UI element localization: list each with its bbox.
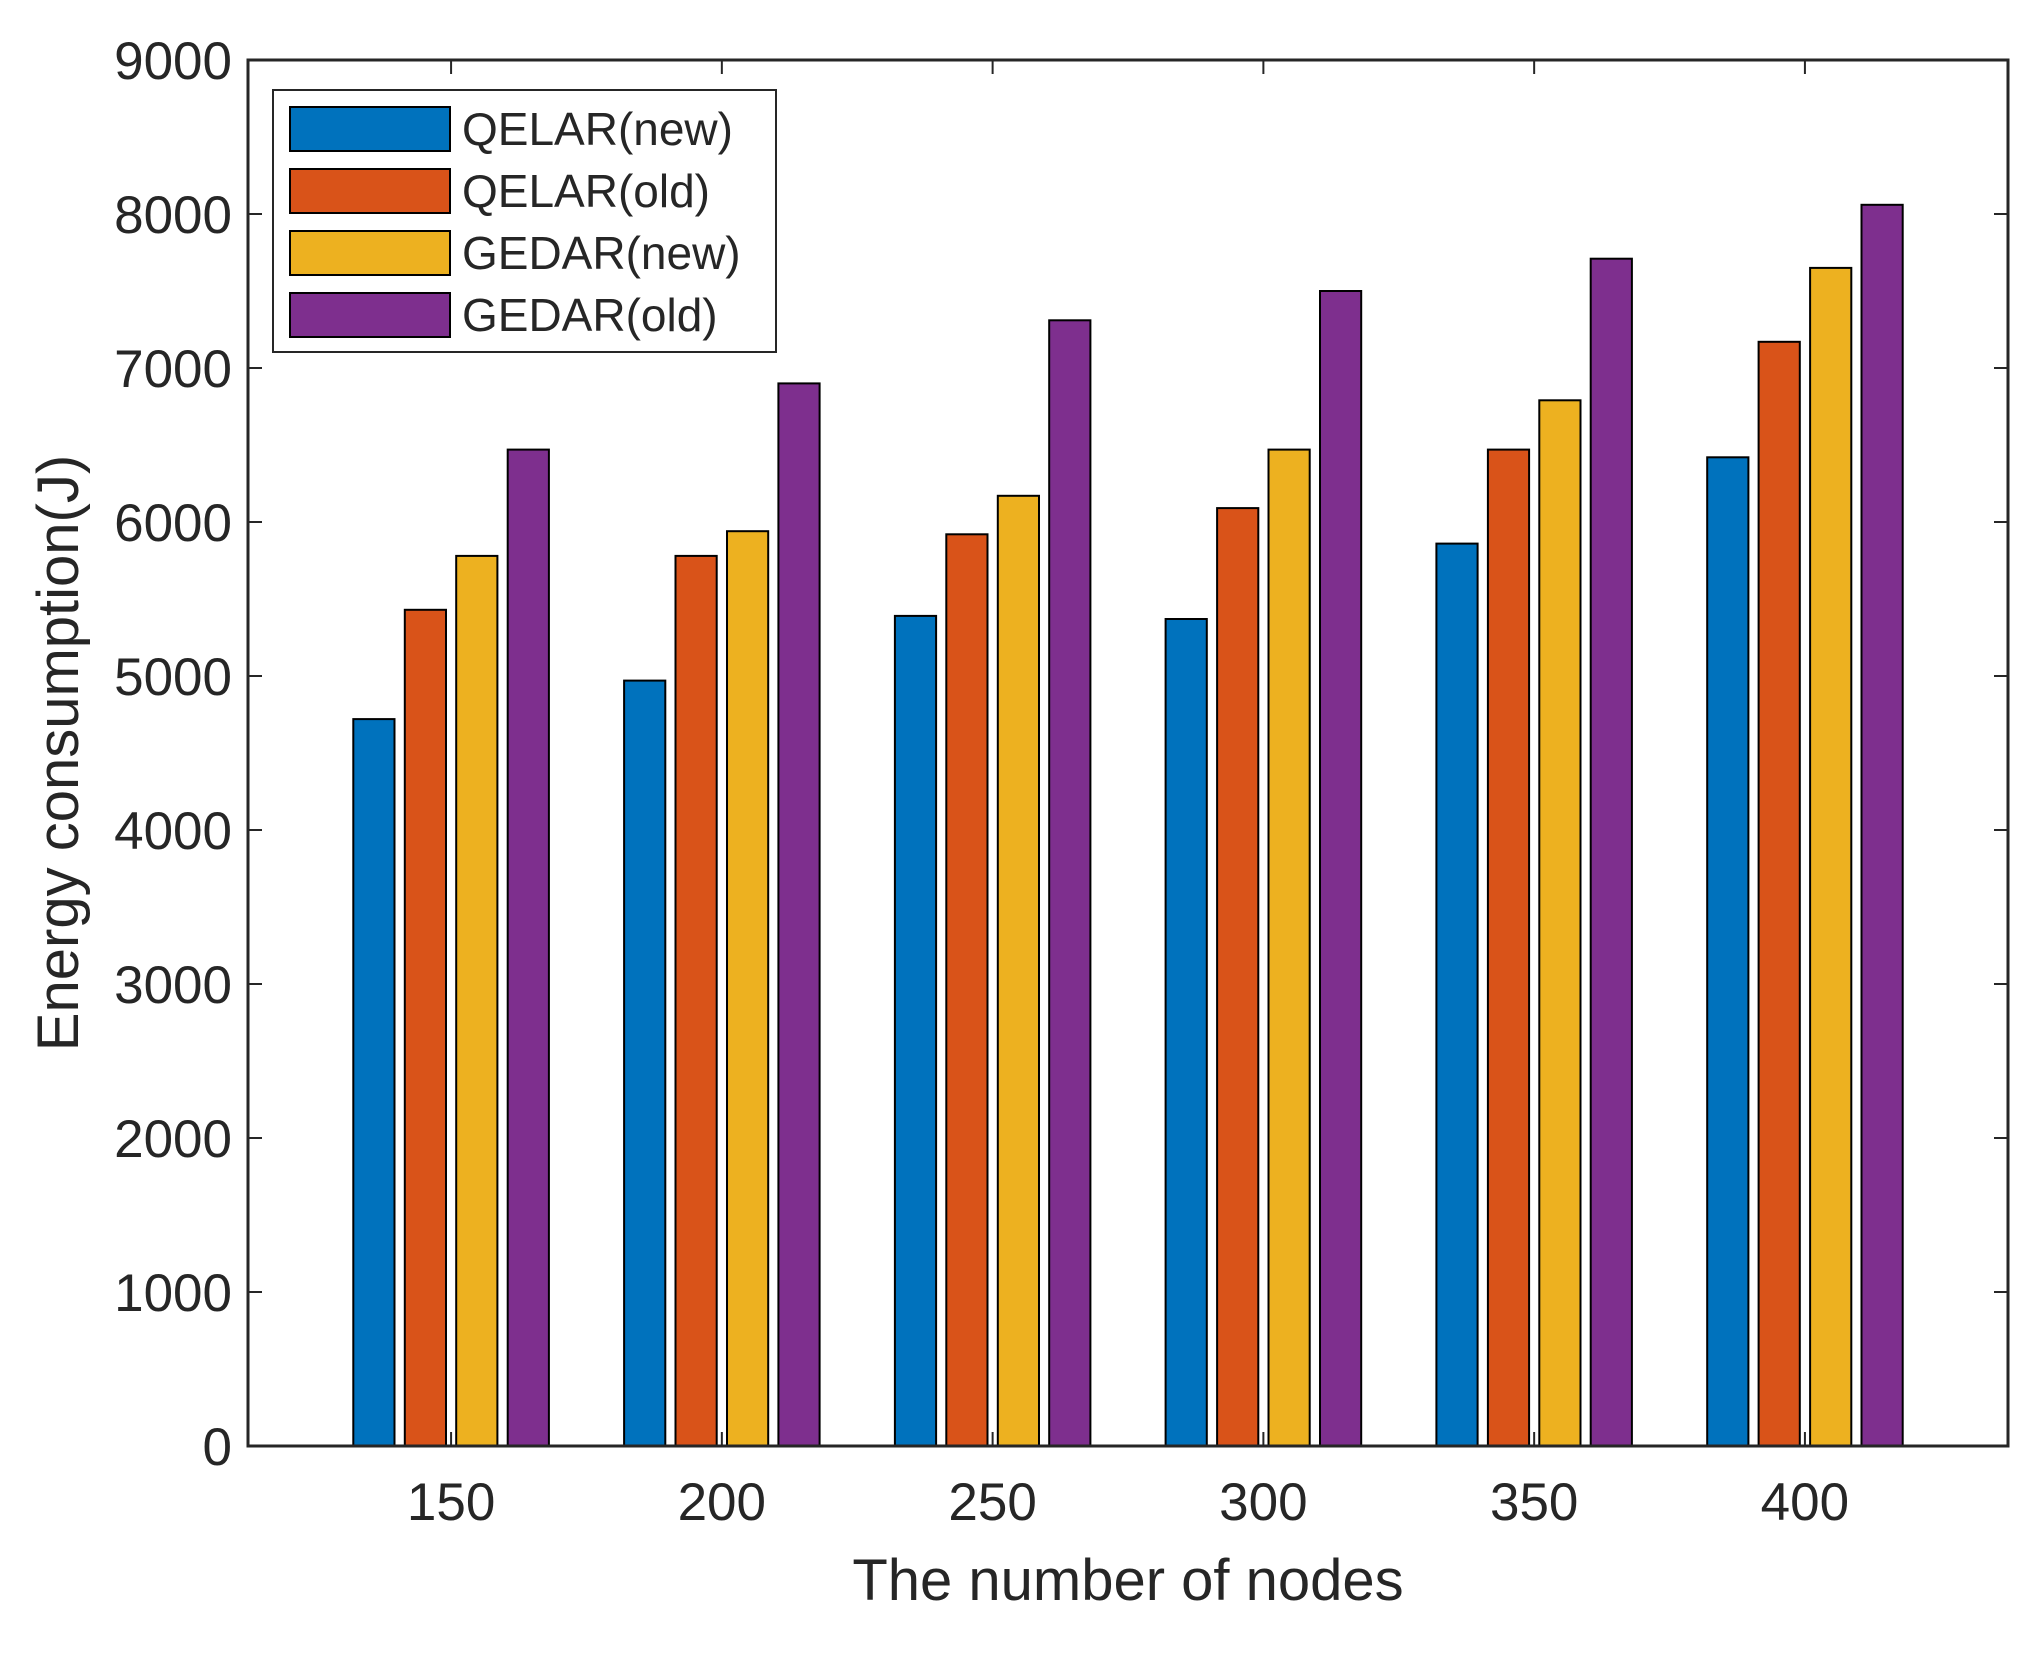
bar-qelar-new-350 [1435,542,1479,1447]
bar-gedar-new-350 [1538,399,1582,1447]
bar-qelar-old-300 [1216,507,1260,1448]
y-tick-label: 7000 [114,340,232,399]
axes-box [246,58,2010,1448]
legend-label: QELAR(new) [462,103,733,155]
bar-gedar-new-150 [455,554,499,1447]
y-tick-label: 2000 [114,1110,232,1169]
y-tick-label: 6000 [114,494,232,553]
x-tick-label: 300 [1219,1473,1307,1532]
legend-label: QELAR(old) [462,165,710,217]
bar-gedar-new-200 [726,530,770,1447]
x-tick-label: 200 [678,1473,766,1532]
legend-swatch [289,106,451,152]
bar-gedar-old-250 [1048,319,1092,1447]
legend-swatch [289,168,451,214]
y-tick-label: 5000 [114,648,232,707]
y-tick-label: 1000 [114,1264,232,1323]
x-tick-label: 350 [1490,1473,1578,1532]
legend-label: GEDAR(new) [462,227,741,279]
bar-qelar-old-250 [945,533,989,1447]
y-tick-label: 3000 [114,956,232,1015]
bar-gedar-new-250 [996,494,1040,1447]
legend-swatch [289,230,451,276]
x-tick-label: 250 [948,1473,1036,1532]
bar-qelar-old-200 [674,554,718,1447]
bar-qelar-new-200 [623,679,667,1447]
bar-qelar-new-150 [352,718,396,1447]
legend-label: GEDAR(old) [462,289,718,341]
bar-qelar-new-300 [1164,618,1208,1447]
bar-gedar-new-400 [1809,266,1853,1447]
bar-qelar-new-250 [893,614,938,1447]
bar-gedar-old-150 [506,448,550,1448]
bar-gedar-old-350 [1589,257,1633,1448]
bar-qelar-old-400 [1757,340,1801,1447]
x-tick-labels: 150 200 250 300 350 400 [407,1473,1849,1532]
y-tick-labels: 0 1000 2000 3000 4000 5000 6000 7000 8000 9000 [114,32,232,1477]
y-tick-label: 8000 [114,186,232,245]
bar-gedar-old-300 [1319,290,1363,1447]
bar-qelar-old-150 [403,608,447,1447]
legend: QELAR(new) QELAR(old) GEDAR(new) GEDAR(old) [272,89,777,353]
bar-qelar-old-350 [1486,448,1531,1448]
x-axis-title: The number of nodes [852,1548,1403,1613]
bar-gedar-new-300 [1267,448,1311,1448]
legend-swatch [289,292,451,338]
bars [352,203,1904,1448]
bar-gedar-old-200 [777,382,821,1447]
bar-gedar-old-400 [1860,203,1904,1447]
y-tick-label: 9000 [114,32,232,91]
y-axis-title: Energy consumption(J) [26,455,91,1051]
bar-qelar-new-400 [1706,456,1750,1447]
y-tick-label: 0 [203,1418,232,1477]
x-tick-label: 150 [407,1473,495,1532]
y-tick-label: 4000 [114,802,232,861]
x-tick-label: 400 [1761,1473,1849,1532]
